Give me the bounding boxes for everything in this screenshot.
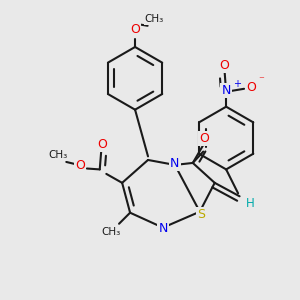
Text: O: O [246, 81, 256, 94]
Text: N: N [158, 222, 168, 235]
Text: O: O [97, 138, 107, 151]
Text: O: O [130, 22, 140, 36]
Text: ⁻: ⁻ [258, 75, 264, 85]
Text: O: O [199, 132, 209, 145]
Text: CH₃: CH₃ [101, 227, 120, 237]
Text: H: H [246, 197, 254, 210]
Text: S: S [197, 208, 205, 220]
Text: CH₃: CH₃ [48, 150, 68, 160]
Text: N: N [221, 84, 231, 98]
Text: CH₃: CH₃ [145, 14, 164, 24]
Text: O: O [219, 59, 229, 72]
Text: +: + [232, 79, 241, 89]
Text: N: N [170, 157, 180, 170]
Text: O: O [75, 159, 85, 172]
